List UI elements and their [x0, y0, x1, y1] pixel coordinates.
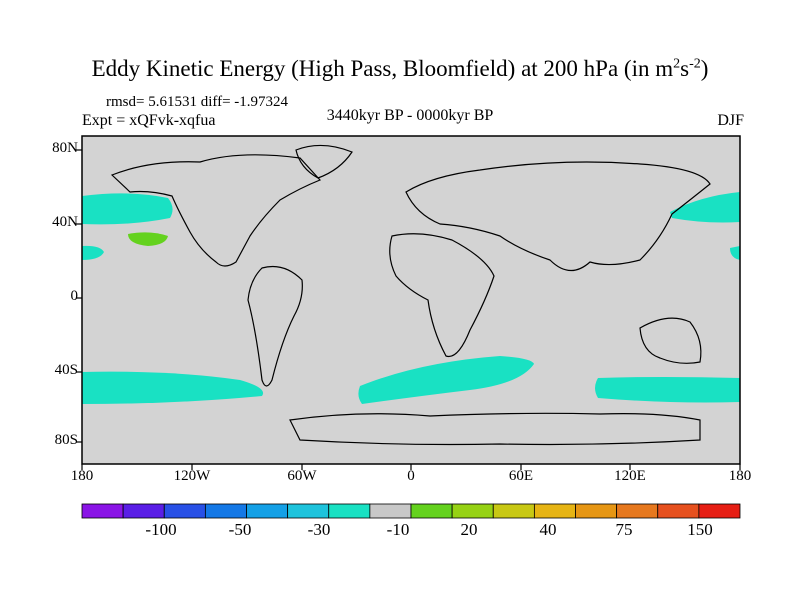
map-title: Eddy Kinetic Energy (High Pass, Bloomfie… — [0, 56, 800, 82]
antarctica-outline — [289, 412, 701, 446]
title-close: ) — [700, 56, 709, 81]
colorbar-swatch — [451, 503, 494, 519]
south-america-outline — [247, 265, 303, 387]
colorbar-label-1: -100 — [145, 520, 177, 539]
lon-label-180w: 180 — [70, 468, 94, 484]
anomaly-regions — [82, 192, 740, 404]
eurasia-outline — [405, 161, 711, 272]
colorbar-swatch — [81, 503, 124, 519]
colorbar-label-8: 150 — [687, 520, 713, 539]
colorbar-swatch — [246, 503, 289, 519]
colorbar-label-7: 75 — [615, 520, 633, 539]
lon-label-180e: 180 — [728, 468, 752, 484]
lat-label-40n: 40N — [52, 214, 78, 230]
colorbar-label-3: -30 — [307, 520, 331, 539]
lat-label-0: 0 — [70, 288, 79, 304]
cyan-region-south-pacific — [82, 371, 264, 404]
colorbar-label-2: -50 — [228, 520, 252, 539]
colorbar-swatch — [163, 503, 206, 519]
colorbar-swatch — [575, 503, 618, 519]
map-background — [82, 136, 740, 464]
colorbar-swatch — [369, 503, 412, 519]
green-region-north-pacific — [128, 232, 168, 246]
lat-label-80n: 80N — [52, 140, 78, 156]
cyan-region-east-edge — [730, 246, 740, 260]
cyan-region-subtropical-pacific — [82, 245, 104, 260]
colorbar-swatch — [657, 503, 700, 519]
lon-label-60w: 60W — [287, 468, 317, 484]
lon-label-0: 0 — [407, 468, 415, 484]
australia-outline — [639, 317, 702, 364]
colorbar-swatch — [287, 503, 330, 519]
title-sup-1: 2 — [673, 56, 681, 72]
cyan-region-north-pacific-west — [82, 193, 173, 225]
cyan-region-south-indian — [595, 377, 740, 403]
stats-label: rmsd= 5.61531 diff= -1.97324 — [106, 94, 289, 110]
experiment-label: Expt = xQFvk-xqfua — [82, 112, 216, 129]
lat-label-40s: 40S — [54, 362, 78, 378]
colorbar-swatch — [533, 503, 576, 519]
colorbar-swatch — [410, 503, 453, 519]
colorbar-swatch — [492, 503, 535, 519]
lat-ticks — [76, 149, 82, 443]
colorbar-swatch — [616, 503, 659, 519]
colorbar-swatch — [122, 503, 165, 519]
lon-label-120w: 120W — [173, 468, 211, 484]
period-label: 3440kyr BP - 0000kyr BP — [326, 107, 494, 124]
title-mid: s — [680, 56, 690, 81]
greenland-outline — [295, 144, 353, 179]
africa-outline — [389, 233, 495, 358]
colorbar-label-6: 40 — [539, 520, 557, 539]
colorbar-label-4: -10 — [386, 520, 410, 539]
colorbar-swatch — [328, 503, 371, 519]
season-label: DJF — [717, 112, 744, 129]
lat-label-80s: 80S — [54, 432, 78, 448]
lon-ticks — [81, 464, 741, 470]
colorbar-swatch — [204, 503, 247, 519]
north-america-outline — [110, 154, 322, 267]
lon-label-120e: 120E — [614, 468, 646, 484]
colorbar — [81, 503, 741, 519]
cyan-region-north-pacific-east — [670, 192, 740, 223]
colorbar-swatch — [698, 503, 741, 519]
colorbar-label-5: 20 — [460, 520, 478, 539]
lon-label-60e: 60E — [508, 468, 534, 484]
title-text: Eddy Kinetic Energy (High Pass, Bloomfie… — [91, 56, 674, 81]
cyan-region-south-atlantic — [358, 356, 534, 404]
coastlines — [110, 144, 711, 446]
title-sup-2: -2 — [689, 56, 701, 72]
